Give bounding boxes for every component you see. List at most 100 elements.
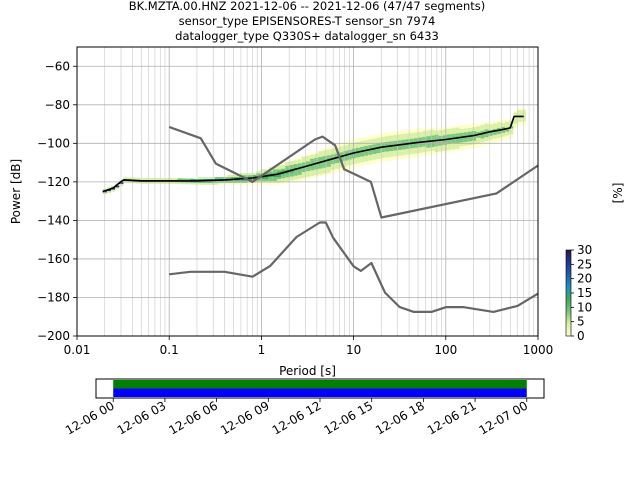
heatmap-cell — [272, 175, 277, 178]
heatmap-cell — [322, 156, 327, 159]
heatmap-cell — [426, 145, 431, 148]
heatmap-cell — [426, 134, 431, 137]
heatmap-cell — [247, 175, 253, 178]
heatmap-cell — [359, 156, 365, 159]
heatmap-cell — [438, 143, 443, 146]
heatmap-cell — [397, 157, 402, 160]
heatmap-cell — [131, 177, 136, 180]
heatmap-cell — [285, 169, 290, 172]
heatmap-cell — [401, 145, 406, 148]
heatmap-cell — [484, 123, 489, 126]
heatmap-cell — [430, 135, 435, 138]
heatmap-cell — [384, 151, 389, 154]
heatmap-cell — [492, 138, 497, 141]
heatmap-cell — [380, 150, 385, 153]
heatmap-cell — [505, 137, 510, 140]
heatmap-cell — [306, 159, 311, 162]
heatmap-cell — [326, 155, 331, 158]
heatmap-cell — [467, 131, 472, 134]
heatmap-cell — [310, 168, 315, 171]
heatmap-cell — [173, 182, 178, 184]
heatmap-cell — [476, 130, 481, 132]
heatmap-cell — [322, 169, 327, 172]
heatmap-cell — [492, 121, 497, 124]
heatmap-cell — [384, 155, 389, 158]
heatmap-cell — [193, 182, 199, 185]
heatmap-cell — [380, 132, 385, 135]
heatmap-cell — [463, 145, 468, 148]
heatmap-cell — [442, 144, 448, 147]
heatmap-cell — [442, 129, 448, 132]
heatmap-cell — [297, 178, 302, 181]
heatmap-cell — [467, 143, 472, 146]
heatmap-cell — [376, 135, 381, 138]
heatmap-cell — [409, 129, 414, 131]
heatmap-cell — [359, 154, 365, 157]
heatmap-cell — [293, 175, 298, 178]
heatmap-cell — [459, 125, 464, 127]
heatmap-cell — [438, 147, 443, 150]
axes: 0.01 0.1 1 10 100 1000 −200 −180 −160 −140 −120 −10… — [9, 59, 553, 378]
heatmap-cell — [310, 170, 315, 173]
heatmap-cell — [459, 144, 464, 147]
heatmap-cell — [272, 177, 277, 179]
heatmap-cell — [376, 145, 381, 148]
heatmap-cell — [235, 182, 240, 185]
heatmap-cell — [442, 146, 448, 149]
heatmap-cell — [488, 128, 493, 131]
colorbar-tick-label: 5 — [577, 315, 585, 329]
heatmap-cell — [513, 114, 518, 117]
heatmap-cell — [388, 139, 394, 142]
heatmap-cell — [376, 156, 381, 159]
heatmap-cell — [496, 120, 502, 123]
heatmap-cell — [339, 154, 344, 157]
heatmap-cell — [355, 157, 360, 160]
heatmap-cell — [471, 129, 477, 132]
heatmap-cell — [326, 166, 331, 169]
heatmap-cell — [459, 130, 464, 133]
heatmap-cell — [322, 154, 327, 157]
heatmap-cell — [310, 174, 315, 177]
x-tick-label: 0.01 — [64, 343, 91, 357]
heatmap-cell — [418, 139, 423, 142]
heatmap-cell — [430, 141, 435, 144]
heatmap-cell — [343, 152, 348, 155]
heatmap-cell — [260, 169, 265, 172]
heatmap-cell — [326, 172, 331, 175]
heatmap-cell — [110, 185, 116, 188]
heatmap-cell — [471, 123, 477, 126]
heatmap-cell — [501, 130, 506, 133]
heatmap-cell — [492, 127, 497, 129]
heatmap-cell — [380, 140, 385, 143]
heatmap-cell — [140, 181, 145, 184]
heatmap-cell — [322, 150, 327, 153]
heatmap-cell — [397, 130, 402, 133]
heatmap-cell — [314, 165, 319, 168]
heatmap-cell — [252, 175, 257, 178]
heatmap-cell — [281, 170, 286, 173]
heatmap-cell — [119, 182, 124, 184]
heatmap-cell — [372, 157, 377, 160]
heatmap-cell — [517, 121, 522, 124]
heatmap-cell — [384, 138, 389, 140]
heatmap-cell — [339, 152, 344, 155]
heatmap-cell — [401, 153, 406, 156]
heatmap-cell — [517, 117, 522, 120]
heatmap-cell — [289, 172, 294, 175]
heatmap-cell — [409, 132, 414, 135]
heatmap-cell — [517, 119, 522, 122]
heatmap-cell — [326, 164, 331, 167]
heatmap-cell — [384, 139, 389, 142]
heatmap-cell — [359, 137, 365, 140]
heatmap-cell — [285, 161, 290, 164]
heatmap-cell — [289, 176, 294, 179]
heatmap-cell — [293, 160, 298, 163]
heatmap-cell — [243, 178, 248, 181]
heatmap-cell — [426, 151, 431, 154]
heatmap-cell — [297, 176, 302, 179]
heatmap-cell — [451, 133, 456, 136]
heatmap-cell — [393, 152, 398, 155]
heatmap-cell — [148, 178, 153, 180]
heatmap-cell — [438, 141, 443, 144]
heatmap-cell — [471, 144, 477, 147]
